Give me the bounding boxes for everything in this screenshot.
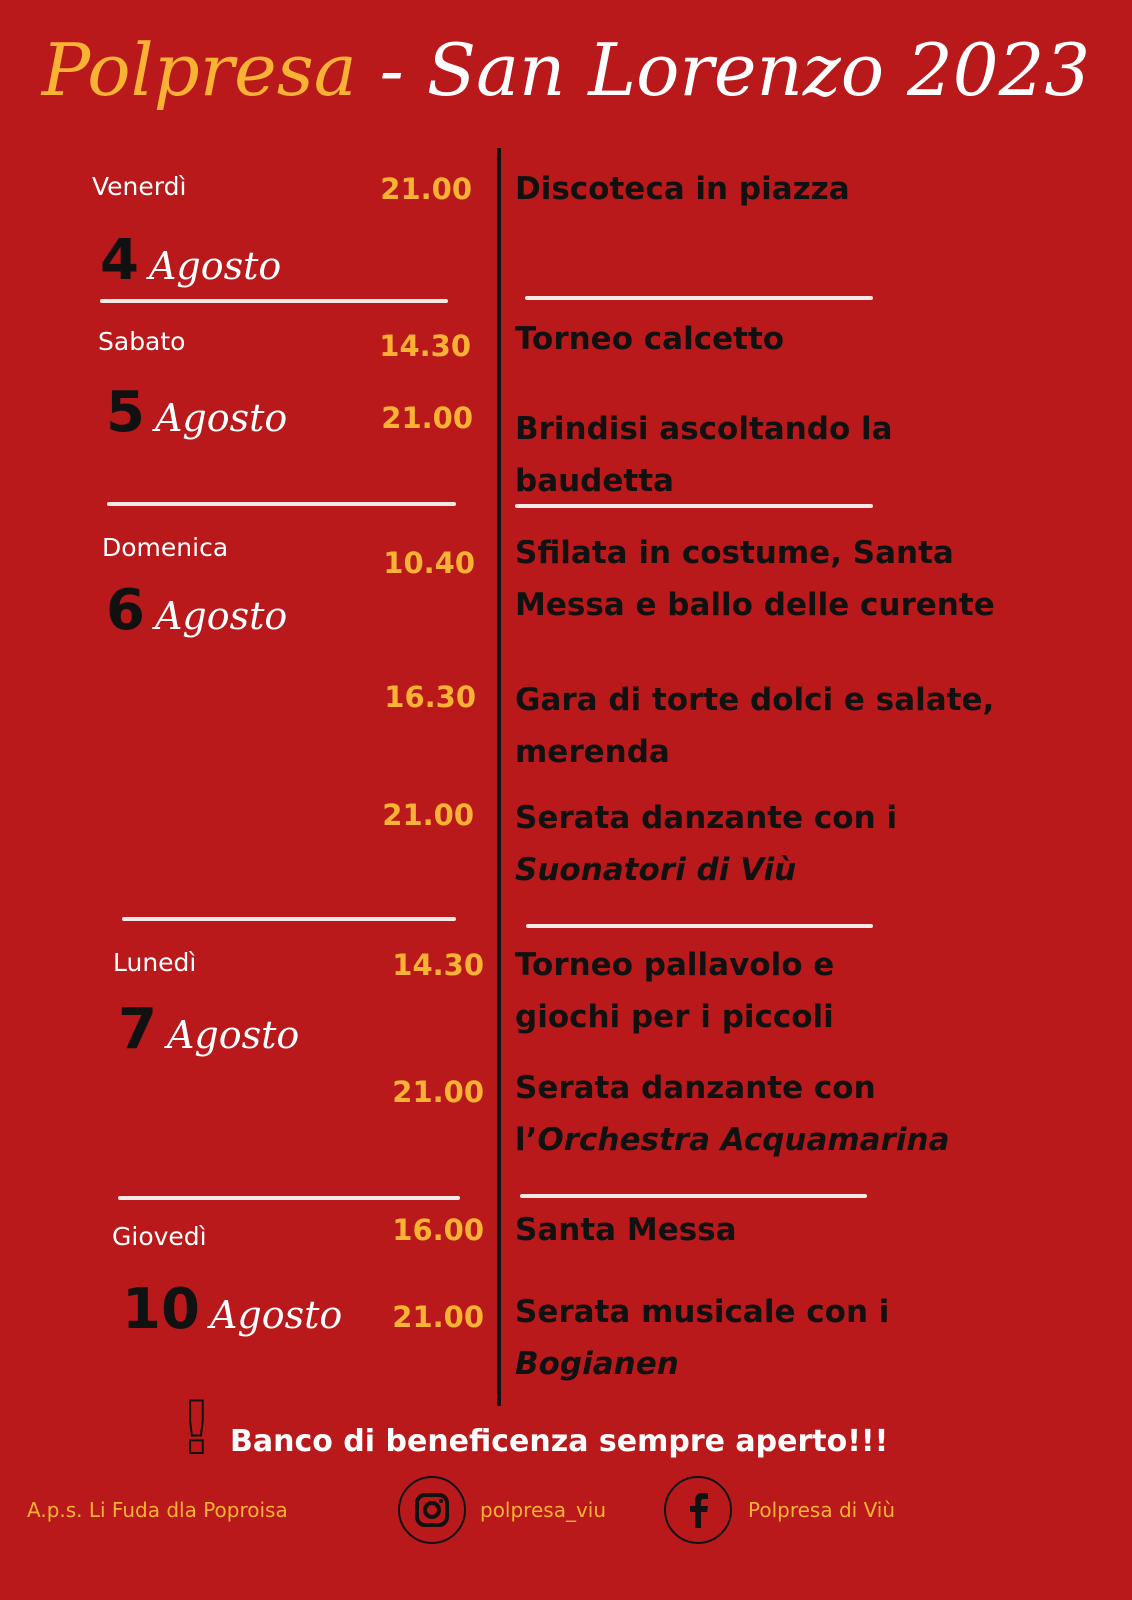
performer-name: Orchestra Acquamarina	[537, 1122, 950, 1158]
event-line: Serata danzante con	[515, 1062, 950, 1114]
event-line: Discoteca in piazza	[515, 163, 850, 215]
title-event: - San Lorenzo 2023	[356, 28, 1091, 112]
event-text: Discoteca in piazza	[515, 171, 850, 207]
section-divider	[525, 296, 873, 300]
event-text: merenda	[515, 734, 670, 770]
event-line: Gara di torte dolci e salate,	[515, 674, 994, 726]
day-number: 6	[106, 578, 145, 643]
weekday-label: Domenica	[102, 533, 229, 562]
event-time: 21.00	[392, 1075, 484, 1109]
event-line: merenda	[515, 726, 994, 778]
event-description: Serata danzante con i Suonatori di Viù	[515, 792, 897, 896]
event-text: Sfilata in costume, Santa	[515, 535, 954, 571]
event-description: Serata danzante con l’Orchestra Acquamari…	[515, 1062, 950, 1166]
event-text: Brindisi ascoltando la	[515, 411, 893, 447]
event-line: Torneo calcetto	[515, 313, 784, 365]
event-time: 16.00	[392, 1213, 484, 1247]
day-number: 4	[100, 228, 139, 293]
event-text: l’	[515, 1122, 538, 1158]
month-name: Agosto	[166, 1013, 300, 1057]
event-text: Serata musicale con i	[515, 1294, 890, 1330]
event-line: giochi per i piccoli	[515, 991, 834, 1043]
event-text: giochi per i piccoli	[515, 999, 834, 1035]
section-divider	[107, 502, 456, 506]
association-name: A.p.s. Li Fuda dla Poproisa	[27, 1498, 288, 1522]
event-line: Serata musicale con i	[515, 1286, 889, 1338]
event-description: Brindisi ascoltando la baudetta	[515, 403, 893, 507]
event-line: Bogianen	[515, 1338, 889, 1390]
event-text: Messa e ballo delle curente	[515, 587, 995, 623]
event-text: Gara di torte dolci e salate,	[515, 682, 995, 718]
poster-title: Polpresa - San Lorenzo 2023	[0, 28, 1132, 112]
month-name: Agosto	[154, 396, 288, 440]
event-text: Torneo pallavolo e	[515, 947, 835, 983]
event-text: Santa Messa	[515, 1212, 737, 1248]
event-time: 21.00	[382, 798, 474, 832]
event-text: Serata danzante con i	[515, 800, 898, 836]
date-label: 6 Agosto	[106, 578, 287, 643]
section-divider	[526, 924, 873, 928]
section-divider	[520, 1194, 867, 1198]
event-time: 21.00	[381, 401, 473, 435]
event-time: 16.30	[384, 680, 476, 714]
event-line: Suonatori di Viù	[515, 844, 897, 896]
event-time: 14.30	[379, 329, 471, 363]
event-text: Torneo calcetto	[515, 321, 785, 357]
event-time: 10.40	[383, 546, 475, 580]
event-description: Torneo pallavolo e giochi per i piccoli	[515, 939, 834, 1043]
event-description: Sfilata in costume, Santa Messa e ballo d…	[515, 527, 995, 631]
event-text: Serata danzante con	[515, 1070, 876, 1106]
day-number: 10	[122, 1277, 200, 1342]
event-line: Sfilata in costume, Santa	[515, 527, 995, 579]
event-line: baudetta	[515, 455, 893, 507]
event-description: Torneo calcetto	[515, 313, 784, 365]
performer-name: Bogianen	[515, 1346, 679, 1382]
vertical-divider	[497, 148, 501, 1406]
event-text: baudetta	[515, 463, 674, 499]
instagram-handle[interactable]: polpresa_viu	[480, 1498, 607, 1522]
event-time: 14.30	[392, 948, 484, 982]
exclamation-icon: !	[179, 1386, 214, 1470]
section-divider	[122, 917, 456, 921]
event-description: Serata musicale con i Bogianen	[515, 1286, 889, 1390]
day-number: 7	[118, 997, 157, 1062]
weekday-label: Sabato	[98, 327, 186, 356]
section-divider	[118, 1196, 460, 1200]
month-name: Agosto	[154, 594, 288, 638]
event-line: Brindisi ascoltando la	[515, 403, 893, 455]
instagram-icon[interactable]	[398, 1476, 466, 1544]
event-description: Discoteca in piazza	[515, 163, 850, 215]
date-label: 10 Agosto	[122, 1277, 342, 1342]
day-number: 5	[106, 380, 145, 445]
charity-banner: Banco di beneficenza sempre aperto!!!	[230, 1424, 889, 1459]
date-label: 4 Agosto	[100, 228, 281, 293]
event-line: Serata danzante con i	[515, 792, 897, 844]
date-label: 7 Agosto	[118, 997, 299, 1062]
date-label: 5 Agosto	[106, 380, 287, 445]
event-description: Santa Messa	[515, 1204, 737, 1256]
facebook-page[interactable]: Polpresa di Viù	[748, 1498, 896, 1522]
section-divider	[515, 504, 873, 508]
event-line: Santa Messa	[515, 1204, 737, 1256]
weekday-label: Venerdì	[92, 172, 187, 201]
weekday-label: Giovedì	[112, 1222, 207, 1251]
event-line: Torneo pallavolo e	[515, 939, 834, 991]
event-time: 21.00	[380, 172, 472, 206]
month-name: Agosto	[148, 244, 282, 288]
weekday-label: Lunedì	[113, 948, 197, 977]
title-brand: Polpresa	[41, 28, 357, 112]
event-line: l’Orchestra Acquamarina	[515, 1114, 950, 1166]
facebook-icon[interactable]	[664, 1476, 732, 1544]
section-divider	[100, 299, 448, 303]
event-time: 21.00	[392, 1300, 484, 1334]
performer-name: Suonatori di Viù	[515, 852, 797, 888]
month-name: Agosto	[209, 1293, 343, 1337]
event-line: Messa e ballo delle curente	[515, 579, 995, 631]
event-description: Gara di torte dolci e salate, merenda	[515, 674, 994, 778]
